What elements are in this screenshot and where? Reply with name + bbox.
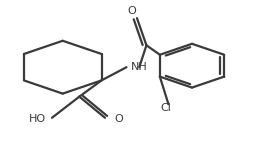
Text: O: O [114,114,123,124]
Text: O: O [127,6,136,16]
Text: HO: HO [29,114,46,124]
Text: Cl: Cl [161,103,171,113]
Text: NH: NH [131,62,148,72]
